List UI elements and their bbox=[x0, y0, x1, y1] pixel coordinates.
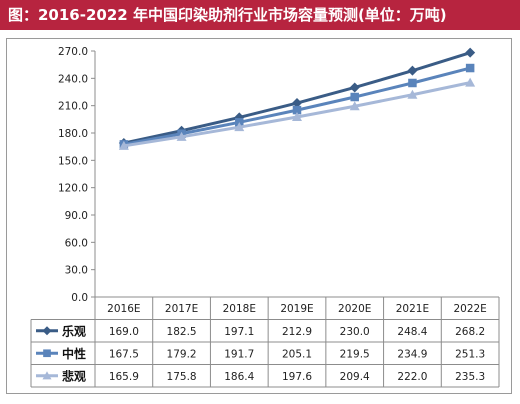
x-tick-label: 2022E bbox=[453, 303, 486, 315]
data-label: 234.9 bbox=[397, 348, 427, 360]
legend-label: 中性 bbox=[62, 346, 86, 361]
data-label: 165.9 bbox=[109, 371, 139, 383]
data-label: 212.9 bbox=[282, 326, 312, 338]
data-point bbox=[407, 89, 418, 99]
data-point bbox=[465, 63, 475, 73]
data-label: 235.3 bbox=[455, 371, 485, 383]
y-tick-label: 90.0 bbox=[65, 210, 88, 222]
data-point bbox=[292, 111, 302, 121]
y-tick-label: 60.0 bbox=[65, 237, 88, 249]
legend-label: 悲观 bbox=[62, 368, 86, 383]
data-label: 209.4 bbox=[340, 371, 370, 383]
x-tick-label: 2017E bbox=[165, 303, 198, 315]
data-point bbox=[407, 65, 418, 76]
x-tick-label: 2019E bbox=[280, 303, 313, 315]
legend-marker bbox=[43, 349, 51, 358]
data-label: 175.8 bbox=[167, 371, 197, 383]
data-point bbox=[118, 140, 129, 150]
data-point bbox=[349, 101, 360, 111]
x-tick-label: 2016E bbox=[107, 303, 140, 315]
x-tick-label: 2018E bbox=[223, 303, 256, 315]
data-label: 251.3 bbox=[455, 348, 485, 360]
data-label: 248.4 bbox=[397, 326, 427, 338]
chart-frame: 0.0 30.0 60.0 90.0 120.0 150.0 180.0 210.0 240.0… bbox=[6, 38, 512, 394]
data-point bbox=[176, 131, 187, 141]
data-label: 186.4 bbox=[224, 371, 254, 383]
y-tick-label: 0.0 bbox=[71, 292, 88, 304]
x-tick-label: 2020E bbox=[338, 303, 371, 315]
data-label: 268.2 bbox=[455, 326, 485, 338]
data-label: 219.5 bbox=[340, 348, 370, 360]
y-tick-label: 240.0 bbox=[58, 73, 88, 85]
y-tick-label: 150.0 bbox=[58, 155, 88, 167]
y-tick-label: 30.0 bbox=[65, 265, 88, 277]
chart-title: 图：2016-2022 年中国印染助剂行业市场容量预测(单位：万吨) bbox=[0, 0, 520, 30]
x-tick-label: 2021E bbox=[396, 303, 429, 315]
y-tick-label: 270.0 bbox=[58, 46, 88, 58]
data-point bbox=[465, 77, 476, 87]
data-label: 230.0 bbox=[340, 326, 370, 338]
data-label: 222.0 bbox=[397, 371, 427, 383]
data-point bbox=[292, 105, 302, 115]
data-point bbox=[234, 122, 245, 132]
legend-label: 乐观 bbox=[62, 323, 86, 338]
data-point bbox=[408, 78, 417, 88]
y-tick-label: 210.0 bbox=[58, 101, 88, 113]
y-tick-label: 120.0 bbox=[58, 183, 88, 195]
y-tick-label: 180.0 bbox=[58, 128, 88, 140]
data-label: 205.1 bbox=[282, 348, 312, 360]
data-label: 179.2 bbox=[167, 348, 197, 360]
data-label: 197.6 bbox=[282, 371, 312, 383]
data-label: 167.5 bbox=[109, 348, 139, 360]
data-label: 197.1 bbox=[224, 326, 254, 338]
data-label: 169.0 bbox=[109, 326, 139, 338]
data-label: 191.7 bbox=[224, 348, 254, 360]
legend-marker bbox=[42, 326, 52, 336]
data-point bbox=[465, 47, 476, 58]
line-chart: 0.0 30.0 60.0 90.0 120.0 150.0 180.0 210.0 240.0… bbox=[30, 46, 500, 388]
data-point bbox=[292, 98, 302, 109]
legend-marker bbox=[42, 371, 52, 380]
data-label: 182.5 bbox=[167, 326, 197, 338]
data-point bbox=[349, 82, 360, 93]
data-point bbox=[350, 92, 359, 102]
series-line-1 bbox=[123, 51, 471, 145]
